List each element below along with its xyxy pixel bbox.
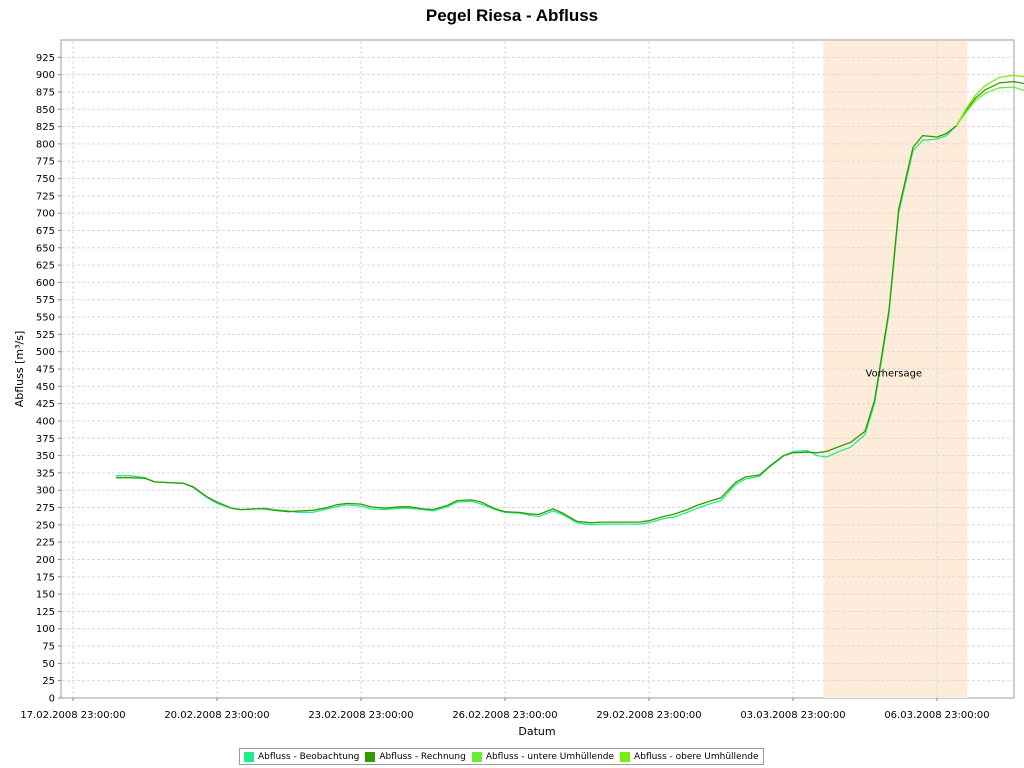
y-tick-label: 50 <box>42 659 55 670</box>
y-tick-label: 525 <box>36 330 55 341</box>
y-tick-label: 0 <box>49 694 55 705</box>
y-axis: 0 25 50 75 100 125 150 175 200 225 250 275 300 325 350… <box>36 53 61 705</box>
x-tick-label: 29.02.2008 23:00:00 <box>596 710 701 721</box>
y-axis-title: Abfluss [m³/s] <box>13 331 26 408</box>
y-tick-label: 425 <box>36 399 55 410</box>
y-tick-label: 200 <box>36 555 55 566</box>
y-tick-label: 350 <box>36 451 55 462</box>
y-tick-label: 650 <box>36 243 55 254</box>
y-tick-label: 775 <box>36 157 55 168</box>
x-tick-label: 23.02.2008 23:00:00 <box>308 710 413 721</box>
y-tick-label: 575 <box>36 295 55 306</box>
legend: Abfluss - Beobachtung Abfluss - Rechnung A… <box>239 748 764 765</box>
y-tick-label: 675 <box>36 226 55 237</box>
y-tick-label: 850 <box>36 105 55 116</box>
legend-swatch <box>244 752 254 762</box>
legend-swatch <box>472 752 482 762</box>
y-tick-label: 225 <box>36 538 55 549</box>
legend-label: Abfluss - obere Umhüllende <box>634 752 759 762</box>
y-tick-label: 175 <box>36 572 55 583</box>
legend-swatch <box>620 752 630 762</box>
x-axis: 17.02.2008 23:00:00 20.02.2008 23:00:00 23… <box>20 698 989 721</box>
y-tick-label: 550 <box>36 313 55 324</box>
legend-swatch <box>365 752 375 762</box>
y-tick-label: 125 <box>36 607 55 618</box>
y-tick-label: 475 <box>36 365 55 376</box>
y-tick-label: 275 <box>36 503 55 514</box>
x-tick-label: 20.02.2008 23:00:00 <box>164 710 269 721</box>
y-tick-label: 100 <box>36 624 55 635</box>
forecast-label: Vorhersage <box>866 368 923 379</box>
y-tick-label: 25 <box>42 676 55 687</box>
legend-label: Abfluss - Rechnung <box>379 752 465 762</box>
y-tick-label: 300 <box>36 486 55 497</box>
x-tick-label: 06.03.2008 23:00:00 <box>884 710 989 721</box>
y-tick-label: 600 <box>36 278 55 289</box>
y-tick-label: 800 <box>36 139 55 150</box>
y-tick-label: 725 <box>36 191 55 202</box>
legend-item: Abfluss - obere Umhüllende <box>620 752 759 762</box>
y-tick-label: 400 <box>36 416 55 427</box>
legend-item: Abfluss - untere Umhüllende <box>472 752 614 762</box>
legend-item: Abfluss - Beobachtung <box>244 752 359 762</box>
y-tick-label: 250 <box>36 520 55 531</box>
legend-item: Abfluss - Rechnung <box>365 752 465 762</box>
y-tick-label: 750 <box>36 174 55 185</box>
x-axis-title: Datum <box>518 725 555 738</box>
y-tick-label: 625 <box>36 261 55 272</box>
y-tick-label: 875 <box>36 87 55 98</box>
x-tick-label: 26.02.2008 23:00:00 <box>452 710 557 721</box>
y-tick-label: 375 <box>36 434 55 445</box>
y-tick-label: 450 <box>36 382 55 393</box>
y-tick-label: 325 <box>36 468 55 479</box>
y-tick-label: 75 <box>42 642 55 653</box>
legend-label: Abfluss - Beobachtung <box>258 752 359 762</box>
y-tick-label: 150 <box>36 590 55 601</box>
y-tick-label: 700 <box>36 209 55 220</box>
y-tick-label: 900 <box>36 70 55 81</box>
y-tick-label: 825 <box>36 122 55 133</box>
x-tick-label: 17.02.2008 23:00:00 <box>20 710 125 721</box>
y-tick-label: 500 <box>36 347 55 358</box>
legend-label: Abfluss - untere Umhüllende <box>486 752 614 762</box>
x-tick-label: 03.03.2008 23:00:00 <box>740 710 845 721</box>
y-tick-label: 925 <box>36 53 55 64</box>
